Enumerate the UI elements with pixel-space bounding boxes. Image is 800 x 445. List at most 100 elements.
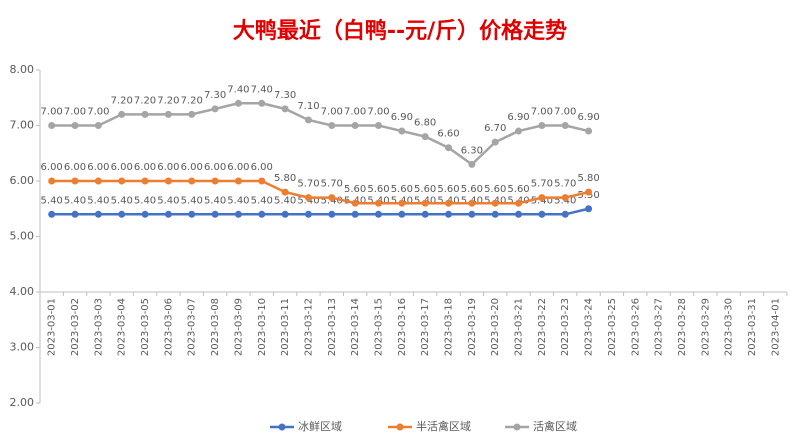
data-label: 7.20 [157, 95, 179, 106]
series-line [51, 207, 589, 216]
point [421, 210, 429, 218]
data-label: 6.00 [41, 162, 63, 173]
point [71, 177, 79, 185]
x-tick-label: 2023-03-12 [303, 298, 314, 356]
x-tick-label: 2023-03-30 [724, 298, 735, 356]
point [468, 210, 476, 218]
point [491, 199, 499, 207]
x-tick-label: 2023-03-24 [584, 298, 595, 356]
data-label: 7.20 [111, 95, 133, 106]
data-label: 5.60 [507, 184, 529, 195]
point [468, 160, 476, 168]
data-label: 6.00 [111, 162, 133, 173]
data-label: 6.00 [134, 162, 156, 173]
point [328, 194, 336, 202]
data-label: 7.00 [344, 107, 366, 118]
point [515, 199, 523, 207]
point [211, 105, 219, 113]
point [328, 122, 336, 129]
data-label: 7.10 [297, 101, 319, 112]
x-tick-label: 2023-03-09 [233, 298, 244, 356]
data-label: 6.70 [484, 123, 506, 134]
data-label: 7.00 [64, 107, 86, 118]
point [141, 110, 149, 118]
point [491, 210, 499, 218]
data-label: 7.40 [227, 84, 249, 95]
point [71, 122, 79, 129]
data-label: 7.00 [554, 107, 576, 118]
data-label: 7.20 [181, 95, 203, 106]
data-label: 5.40 [157, 195, 179, 206]
data-label: 7.30 [274, 90, 296, 101]
data-label: 5.60 [344, 184, 366, 195]
point [374, 210, 382, 218]
data-label: 7.00 [321, 107, 343, 118]
x-tick-label: 2023-03-03 [93, 298, 104, 356]
x-tick-label: 2023-03-28 [677, 298, 688, 356]
data-label: 5.70 [297, 179, 319, 190]
x-tick-label: 2023-03-23 [560, 298, 571, 356]
legend-label: 半活禽区域 [416, 419, 471, 433]
point [585, 205, 593, 213]
x-tick-label: 2023-03-14 [350, 298, 361, 356]
point [258, 177, 266, 185]
data-label: 5.70 [554, 179, 576, 190]
point [561, 194, 569, 202]
point [234, 99, 242, 107]
data-label: 7.30 [204, 90, 226, 101]
data-label: 6.00 [157, 162, 179, 173]
point [48, 210, 56, 218]
data-label: 6.60 [437, 129, 459, 140]
data-label: 5.40 [274, 195, 296, 206]
data-label: 5.70 [321, 179, 343, 190]
data-label: 5.40 [227, 195, 249, 206]
point [234, 177, 242, 185]
point [585, 127, 593, 135]
point [398, 127, 406, 135]
data-label: 5.60 [391, 184, 413, 195]
x-tick-label: 2023-03-15 [373, 298, 384, 356]
point [118, 177, 126, 185]
x-tick-label: 2023-03-02 [70, 298, 81, 356]
y-tick-label: 4.00 [10, 285, 35, 298]
data-label: 7.40 [251, 84, 273, 95]
data-label: 7.00 [87, 107, 109, 118]
point [188, 110, 196, 118]
point [421, 133, 429, 141]
x-tick-label: 2023-04-01 [770, 298, 781, 356]
data-label: 6.00 [251, 162, 273, 173]
data-label: 5.40 [41, 195, 63, 206]
data-label: 5.40 [111, 195, 133, 206]
point [71, 210, 79, 218]
x-tick-label: 2023-03-29 [700, 298, 711, 356]
x-tick-label: 2023-03-13 [327, 298, 338, 356]
x-tick-label: 2023-03-10 [257, 298, 268, 356]
series-line [51, 102, 589, 166]
x-tick-label: 2023-03-16 [397, 298, 408, 356]
point [561, 210, 569, 218]
x-tick-label: 2023-03-18 [444, 298, 455, 356]
x-tick-label: 2023-03-20 [490, 298, 501, 356]
y-tick-label: 2.00 [10, 396, 35, 409]
point [304, 194, 312, 202]
data-label: 7.00 [41, 107, 63, 118]
point [351, 199, 359, 207]
point [118, 110, 126, 118]
x-tick-label: 2023-03-26 [630, 298, 641, 356]
data-label: 5.40 [134, 195, 156, 206]
point [141, 177, 149, 185]
point [445, 210, 453, 218]
x-tick-label: 2023-03-08 [210, 298, 221, 356]
data-label: 7.20 [134, 95, 156, 106]
point [188, 177, 196, 185]
y-tick-label: 8.00 [10, 63, 35, 76]
y-tick-label: 7.00 [10, 119, 35, 132]
point [374, 122, 382, 129]
data-label: 5.40 [64, 195, 86, 206]
x-tick-label: 2023-03-17 [420, 298, 431, 356]
point [281, 188, 289, 196]
point [164, 177, 172, 185]
point [258, 99, 266, 107]
x-tick-label: 2023-03-07 [187, 298, 198, 356]
